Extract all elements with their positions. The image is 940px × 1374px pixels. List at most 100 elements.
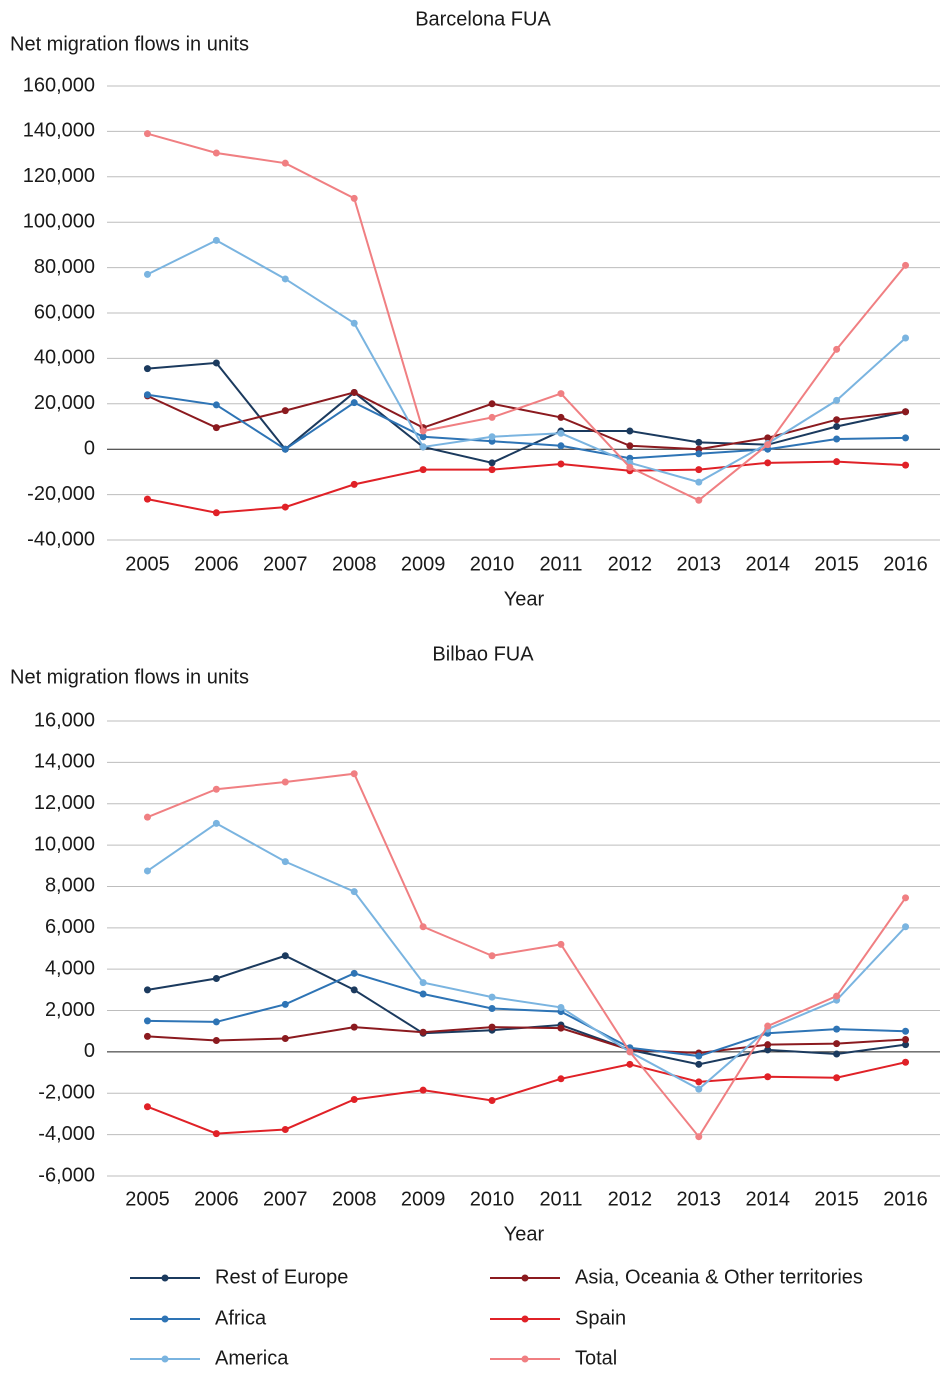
data-point — [281, 778, 289, 786]
y-tick-label: 160,000 — [23, 74, 95, 96]
data-point — [419, 1028, 427, 1036]
data-point — [488, 466, 496, 474]
data-point — [557, 413, 565, 421]
legend-label: Africa — [215, 1307, 267, 1329]
legend-marker — [521, 1315, 529, 1323]
data-point — [488, 1097, 496, 1105]
data-point — [833, 1025, 841, 1033]
data-point — [764, 1041, 772, 1049]
data-point — [212, 819, 220, 827]
data-point — [350, 888, 358, 896]
series-line — [147, 393, 906, 460]
x-tick-label: 2010 — [470, 1188, 515, 1210]
data-point — [143, 391, 151, 399]
data-point — [350, 399, 358, 407]
series-line — [147, 361, 906, 464]
x-tick-label: 2009 — [401, 1188, 446, 1210]
data-point — [695, 438, 703, 446]
data-point — [419, 979, 427, 987]
data-point — [902, 1058, 910, 1066]
x-tick-label: 2011 — [539, 1188, 582, 1210]
data-point — [833, 1040, 841, 1048]
data-point — [212, 509, 220, 517]
data-point — [695, 1133, 703, 1141]
legend-label: America — [215, 1347, 289, 1369]
data-point — [143, 1103, 151, 1111]
y-tick-label: 0 — [84, 437, 95, 459]
legend-label: Spain — [575, 1307, 626, 1329]
x-tick-label: 2005 — [125, 1188, 170, 1210]
data-point — [143, 495, 151, 503]
data-point — [350, 1095, 358, 1103]
data-point — [764, 441, 772, 449]
data-point — [212, 401, 220, 409]
data-point — [557, 429, 565, 437]
y-tick-label: 40,000 — [34, 347, 95, 369]
data-point — [143, 986, 151, 994]
data-point — [281, 407, 289, 415]
y-tick-label: 2,000 — [45, 999, 95, 1021]
x-tick-label: 2008 — [332, 1188, 377, 1210]
data-point — [902, 334, 910, 342]
data-point — [212, 974, 220, 982]
x-tick-label: 2010 — [470, 553, 515, 575]
legend-marker — [161, 1355, 169, 1363]
data-point — [212, 1037, 220, 1045]
series-line — [146, 822, 907, 1091]
data-point — [764, 459, 772, 467]
legend-label: Total — [575, 1347, 617, 1369]
data-point — [833, 1050, 841, 1058]
x-axis-label: Year — [504, 588, 545, 610]
y-tick-label: 8,000 — [45, 875, 95, 897]
chart-title: Bilbao FUA — [432, 643, 534, 665]
data-point — [695, 1078, 703, 1086]
data-point — [143, 1017, 151, 1025]
data-point — [350, 480, 358, 488]
data-point — [557, 1003, 565, 1011]
data-point — [350, 986, 358, 994]
data-point — [833, 396, 841, 404]
legend-label: Asia, Oceania & Other territories — [575, 1266, 863, 1288]
y-tick-label: 12,000 — [34, 792, 95, 814]
y-tick-label: 60,000 — [34, 301, 95, 323]
x-tick-label: 2007 — [263, 1188, 308, 1210]
data-point — [833, 416, 841, 424]
data-point — [281, 1034, 289, 1042]
data-point — [488, 1004, 496, 1012]
x-tick-label: 2014 — [745, 1188, 790, 1210]
data-point — [833, 345, 841, 353]
data-point — [902, 894, 910, 902]
data-point — [212, 359, 220, 367]
series-line — [147, 460, 906, 514]
data-point — [281, 275, 289, 283]
data-point — [902, 434, 910, 442]
series-line — [147, 1061, 906, 1135]
data-point — [626, 463, 634, 471]
data-point — [419, 923, 427, 931]
data-point — [419, 427, 427, 435]
x-tick-label: 2006 — [194, 553, 239, 575]
legend-marker — [161, 1315, 169, 1323]
legend-marker — [161, 1274, 169, 1282]
data-point — [281, 503, 289, 511]
y-tick-label: 14,000 — [34, 751, 95, 773]
data-point — [626, 1060, 634, 1068]
data-point — [557, 460, 565, 468]
y-tick-label: 6,000 — [45, 916, 95, 938]
data-point — [350, 194, 358, 202]
series-line — [147, 132, 907, 502]
data-point — [902, 1041, 910, 1049]
data-point — [350, 319, 358, 327]
y-axis-label: Net migration flows in units — [10, 33, 249, 55]
data-point — [212, 1018, 220, 1026]
data-point — [488, 433, 496, 441]
legend-marker — [521, 1274, 529, 1282]
data-point — [212, 149, 220, 157]
data-point — [212, 1130, 220, 1138]
x-tick-label: 2012 — [608, 1188, 653, 1210]
series-line — [147, 772, 907, 1139]
data-point — [419, 466, 427, 474]
data-point — [695, 466, 703, 474]
data-point — [350, 969, 358, 977]
